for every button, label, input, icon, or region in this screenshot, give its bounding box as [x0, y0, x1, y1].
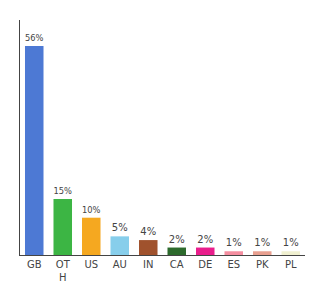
svg-text:10%: 10% — [82, 205, 101, 215]
svg-text:PK: PK — [256, 259, 269, 270]
svg-text:PL: PL — [285, 259, 297, 270]
svg-text:DE: DE — [198, 259, 212, 270]
svg-text:OTH: OTH — [56, 259, 71, 283]
svg-text:4%: 4% — [140, 226, 156, 237]
svg-text:GB: GB — [27, 259, 42, 270]
svg-text:AU: AU — [113, 259, 127, 270]
svg-text:56%: 56% — [25, 33, 44, 43]
svg-text:1%: 1% — [254, 237, 270, 248]
svg-text:1%: 1% — [226, 237, 242, 248]
svg-text:CA: CA — [170, 259, 184, 270]
svg-text:15%: 15% — [54, 186, 73, 196]
svg-text:2%: 2% — [169, 234, 185, 245]
svg-text:1%: 1% — [283, 237, 299, 248]
svg-text:IN: IN — [143, 259, 153, 270]
svg-text:5%: 5% — [112, 222, 128, 233]
svg-text:US: US — [84, 259, 98, 270]
svg-text:2%: 2% — [197, 234, 213, 245]
svg-text:ES: ES — [227, 259, 240, 270]
